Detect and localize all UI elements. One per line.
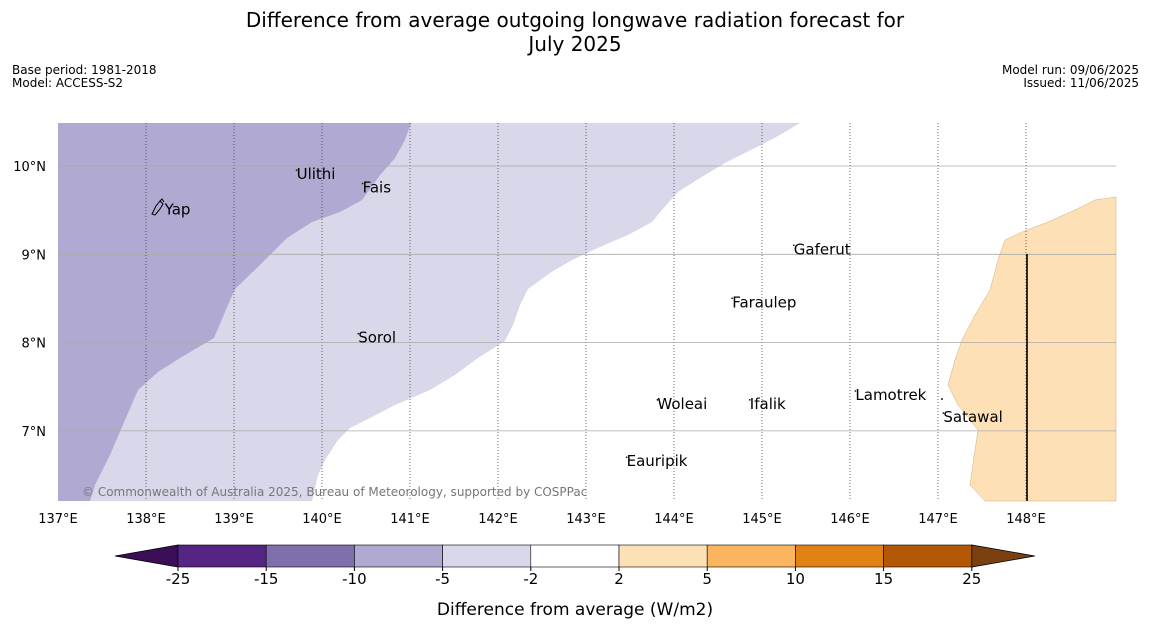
colorbar-segment: [795, 544, 884, 568]
colorbar-segment: [706, 544, 796, 568]
lat-tick-label: 10°N: [13, 160, 46, 175]
axis-labels: 137°E 138°E 139°E 140°E 141°E 142°E 143°E 144°E…: [13, 160, 1046, 527]
place-faraulep: Faraulep: [731, 293, 796, 311]
place-marker: [942, 412, 945, 414]
colorbar-extend-high: [971, 544, 1035, 568]
lon-tick-label: 145°E: [742, 512, 782, 527]
lon-tick-label: 146°E: [830, 512, 870, 527]
islet-marker: [941, 398, 943, 400]
colorbar-tick-label: 25: [962, 570, 981, 588]
lon-tick-label: 148°E: [1006, 512, 1046, 527]
colorbar-tick-label: -5: [435, 570, 450, 588]
map-gridlines: [58, 123, 1116, 501]
region-light-orange: [947, 196, 1117, 502]
place-label: Gaferut: [794, 240, 851, 258]
colorbar-tick-label: 2: [614, 570, 624, 588]
colorbar-tick-label: -2: [523, 570, 538, 588]
place-ulithi: Ulithi: [295, 165, 336, 183]
title-line-1: Difference from average outgoing longwav…: [245, 8, 905, 32]
place-yap: Yap: [164, 201, 191, 219]
title-line-2: July 2025: [528, 32, 622, 56]
colorbar-segment: [354, 544, 443, 568]
anomaly-regions: [58, 123, 1117, 502]
place-eauripik: Eauripik: [625, 452, 688, 470]
copyright-notice: © Commonwealth of Australia 2025, Bureau…: [82, 485, 587, 499]
place-label: Lamotrek: [855, 386, 926, 404]
place-label: Fais: [363, 178, 392, 196]
place-label: Woleai: [657, 395, 707, 413]
place-woleai: Woleai: [656, 395, 707, 413]
place-sorol: Sorol: [357, 329, 396, 347]
lon-tick-label: 142°E: [478, 512, 518, 527]
model-run: Model run: 09/06/2025: [1001, 63, 1139, 77]
lon-tick-label: 137°E: [38, 512, 78, 527]
place-marker: [656, 398, 659, 401]
place-marker: [295, 169, 298, 172]
colorbar-segment: [177, 544, 267, 568]
lon-tick-label: 141°E: [390, 512, 430, 527]
colorbar-segment: [265, 544, 355, 568]
colorbar-tick-label: 10: [786, 570, 805, 588]
colorbar-segment: [442, 544, 532, 568]
colorbar-label: Difference from average (W/m2): [436, 600, 714, 620]
meta-right: Model run: 09/06/2025 Issued: 11/06/2025: [1002, 64, 1139, 90]
base-period: Base period: 1981-2018: [12, 63, 157, 77]
place-labels: Ulithi Fais Yap Gaferut Faraulep Sorol Lamotre…: [164, 165, 1003, 470]
place-marker: [792, 244, 795, 247]
place-label: Ulithi: [297, 165, 336, 183]
lon-tick-label: 147°E: [918, 512, 958, 527]
colorbar-tick-label: -15: [254, 570, 279, 588]
issued-date: Issued: 11/06/2025: [1023, 76, 1139, 90]
lon-tick-label: 139°E: [214, 512, 254, 527]
place-lamotrek: Lamotrek: [854, 386, 927, 404]
map-title: Difference from average outgoing longwav…: [0, 8, 1150, 56]
colorbar: -25 -15 -10 -5 -2 2 5 10 15 25: [114, 544, 1035, 588]
place-label: Eauripik: [627, 452, 688, 470]
lat-tick-label: 7°N: [22, 425, 47, 440]
place-label: Sorol: [358, 329, 396, 347]
place-marker: [357, 332, 360, 335]
colorbar-tick-label: 5: [702, 570, 712, 588]
region-medium-purple: [58, 123, 411, 501]
colorbar-segment: [618, 544, 708, 568]
place-label: Ifalik: [750, 395, 786, 413]
lat-tick-label: 8°N: [22, 337, 47, 352]
lon-tick-label: 140°E: [302, 512, 342, 527]
place-marker: [748, 398, 751, 401]
colorbar-segment: [883, 544, 973, 568]
place-label: Satawal: [943, 408, 1002, 426]
lon-tick-label: 143°E: [566, 512, 606, 527]
place-ifalik: Ifalik: [748, 395, 786, 413]
place-marker: [854, 390, 857, 392]
place-fais: Fais: [361, 178, 392, 196]
colorbar-extend-low: [114, 544, 179, 568]
place-satawal: Satawal: [942, 408, 1003, 426]
colorbar-segment: [530, 544, 620, 568]
yap-island-outline: [151, 198, 165, 216]
place-marker: [625, 456, 628, 459]
place-gaferut: Gaferut: [792, 240, 851, 258]
colorbar-tick-label: 15: [874, 570, 893, 588]
model-name: Model: ACCESS-S2: [12, 76, 124, 90]
colorbar-tick-label: -10: [342, 570, 367, 588]
colorbar-tick-label: -25: [166, 570, 191, 588]
place-marker: [731, 297, 734, 300]
lon-tick-label: 144°E: [654, 512, 694, 527]
place-label: Faraulep: [732, 293, 796, 311]
meta-left: Base period: 1981-2018 Model: ACCESS-S2: [12, 64, 157, 90]
place-marker: [361, 182, 364, 185]
place-label: Yap: [164, 201, 191, 219]
lat-tick-label: 9°N: [22, 248, 47, 263]
lon-tick-label: 138°E: [126, 512, 166, 527]
